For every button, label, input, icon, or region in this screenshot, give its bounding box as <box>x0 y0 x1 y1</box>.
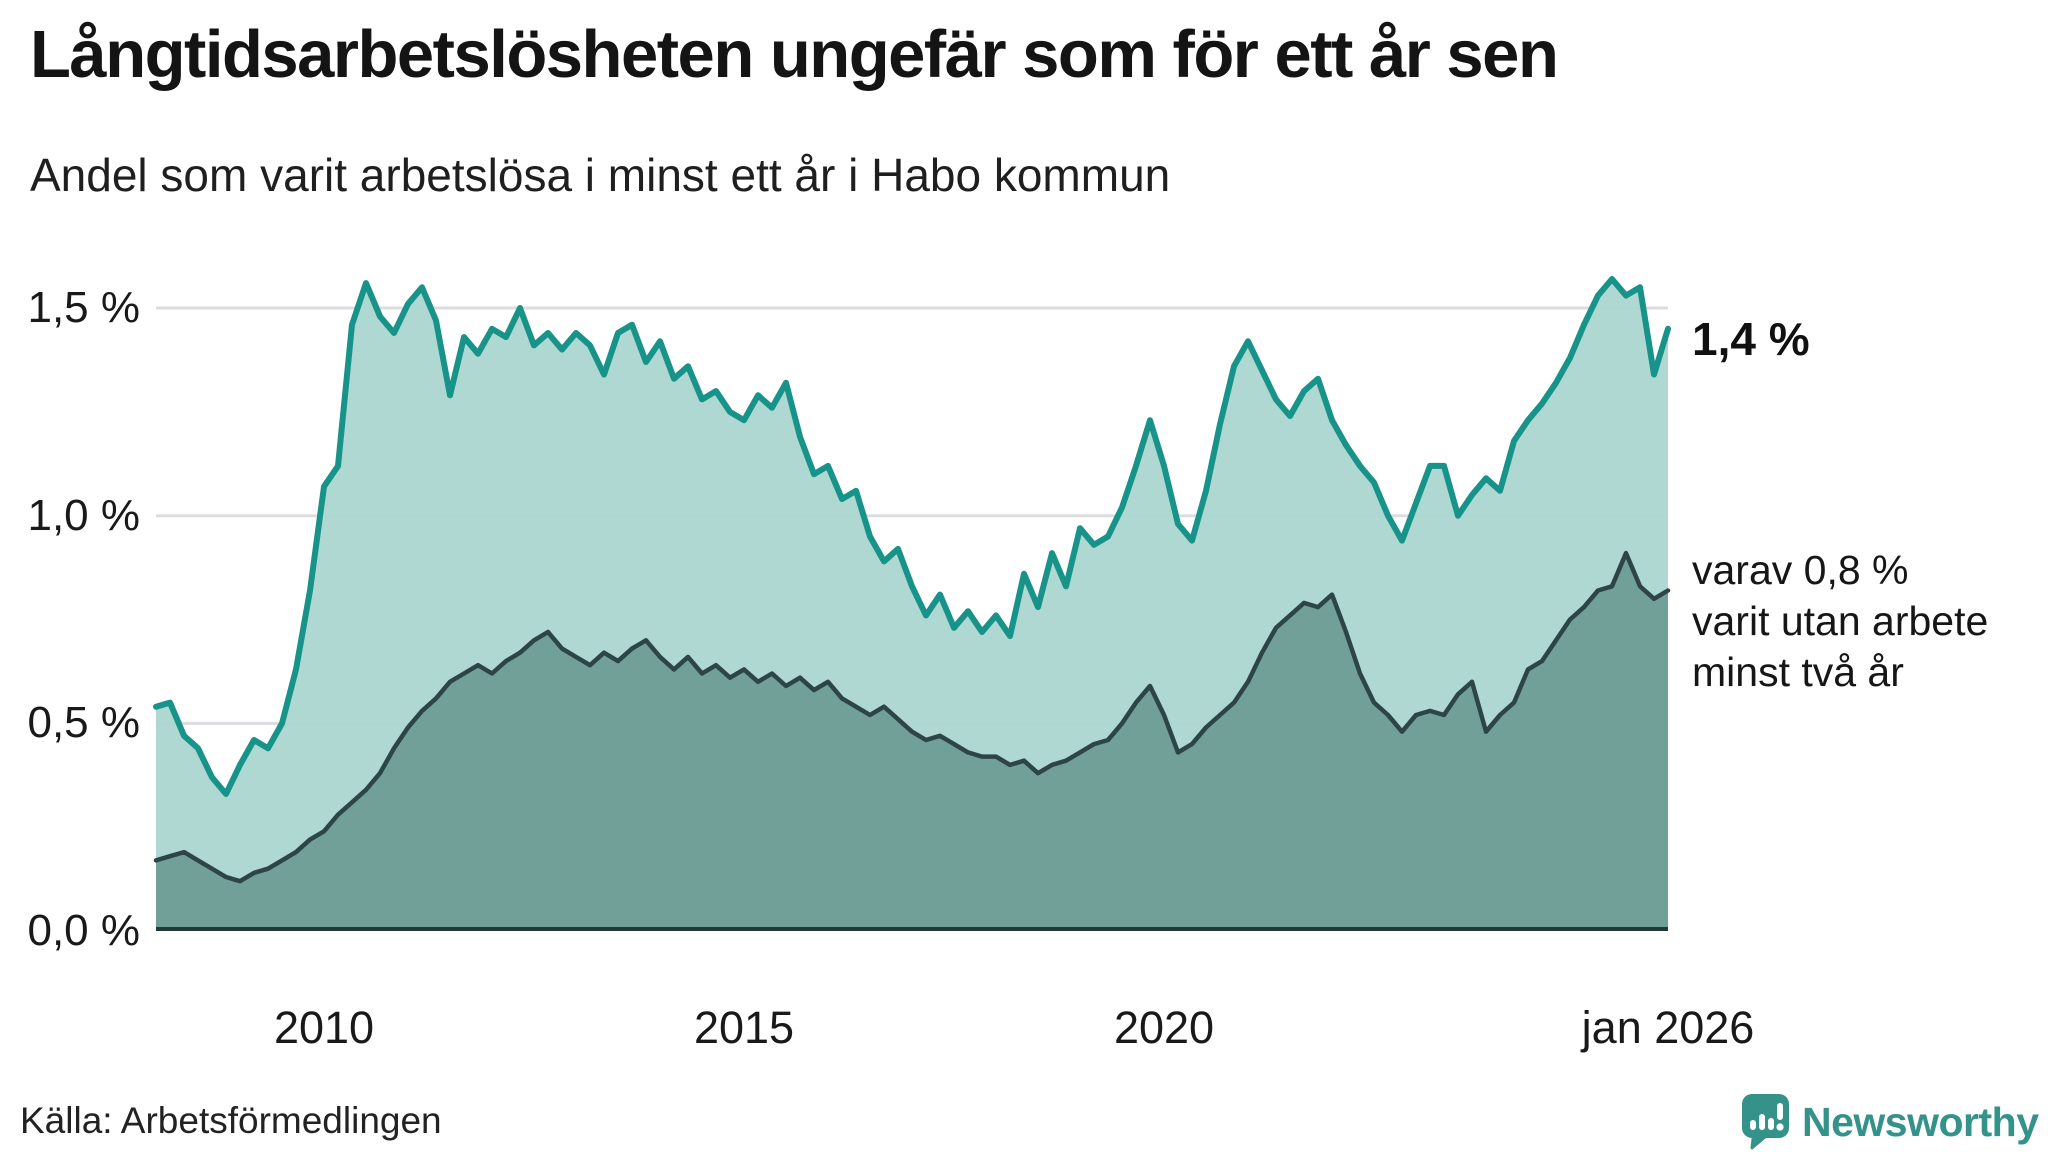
series2-annotation: varav 0,8 % varit utan arbete minst två … <box>1692 545 1988 698</box>
x-tick-label: jan 2026 <box>1581 1002 1755 1053</box>
chart-subtitle: Andel som varit arbetslösa i minst ett å… <box>30 149 1171 201</box>
x-tick-label: 2020 <box>1113 1002 1215 1053</box>
y-tick-label: 1,0 % <box>27 490 140 540</box>
chart-title: Långtidsarbetslösheten ungefär som för e… <box>30 17 1559 92</box>
series2-annotation-line3: minst två år <box>1692 649 1904 695</box>
line-one_year <box>153 276 1671 797</box>
plot-area <box>153 276 1671 933</box>
y-tick-label: 1,5 % <box>27 283 140 333</box>
newsworthy-logo: Newsworthy <box>1742 1094 2039 1150</box>
logo-bars <box>1750 1103 1784 1131</box>
x-tick-label: 2015 <box>693 1002 795 1053</box>
line-two_year <box>153 550 1671 884</box>
y-tick-label: 0,5 % <box>27 698 140 748</box>
area-chart <box>153 276 1671 931</box>
source-caption: Källa: Arbetsförmedlingen <box>20 1100 442 1141</box>
series-areas <box>153 276 1671 931</box>
x-tick-label: 2010 <box>273 1002 375 1053</box>
y-tick-label: 0,0 % <box>27 906 140 955</box>
series2-annotation-line1: varav 0,8 % <box>1692 547 1909 593</box>
latest-value-label: 1,4 % <box>1692 313 1810 365</box>
newsworthy-logo-text: Newsworthy <box>1802 1098 2039 1145</box>
series2-annotation-line2: varit utan arbete <box>1692 598 1989 644</box>
area-two_year <box>156 553 1668 931</box>
newsworthy-logo-icon <box>1742 1094 1789 1150</box>
